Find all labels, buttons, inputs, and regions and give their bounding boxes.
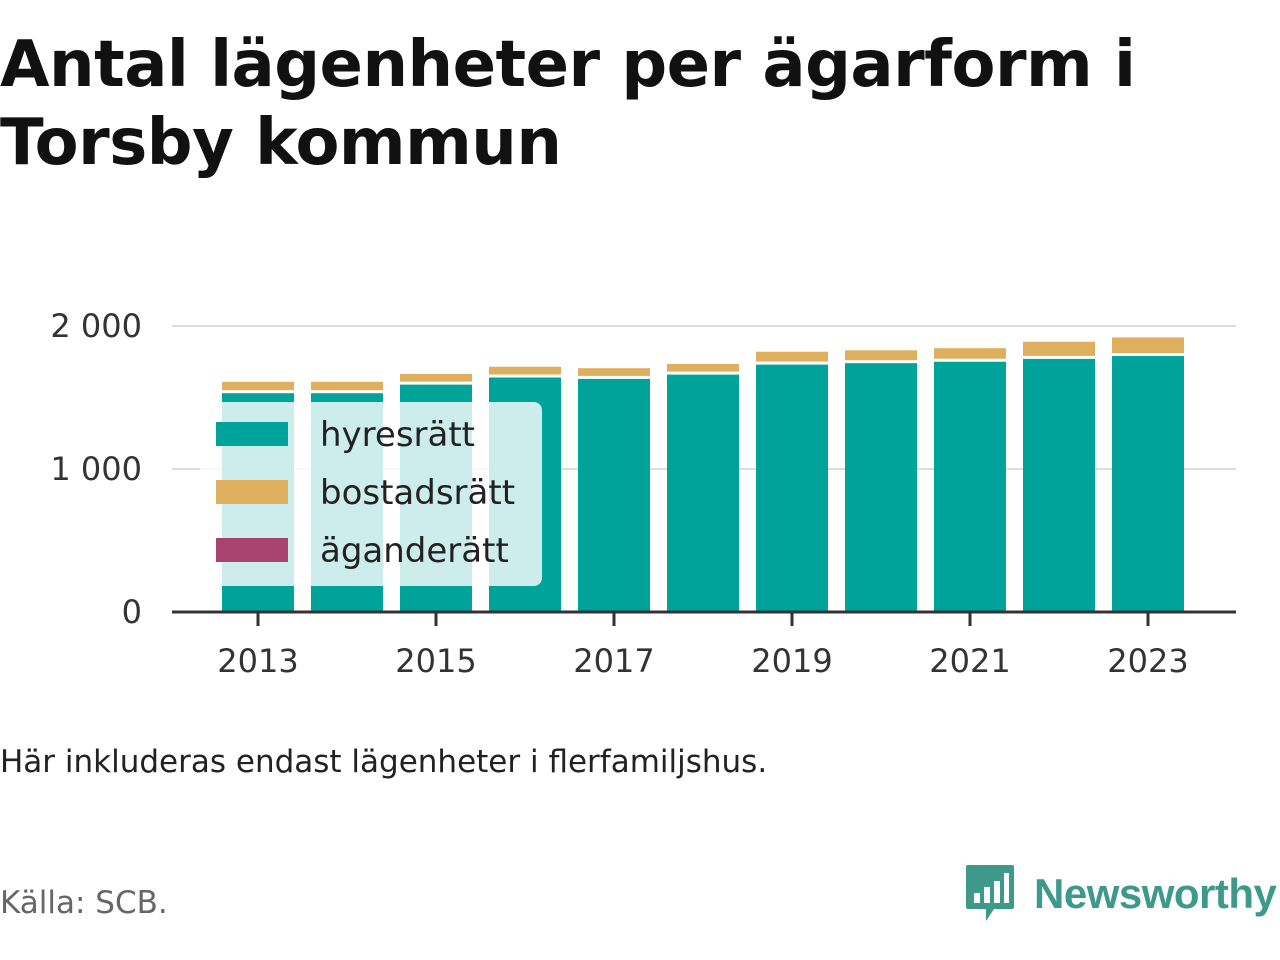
bar-segment-1-2016 [489,367,561,375]
legend: hyresrätt bostadsrätt äganderätt [200,402,542,586]
x-tick-label: 2017 [573,642,654,680]
legend-swatch-0 [216,422,288,446]
x-tick-label: 2013 [217,642,298,680]
bar-segment-1-2018 [667,364,739,372]
y-tick-label: 0 [122,593,142,631]
bar-segment-0-2017 [578,379,650,612]
x-tick-label: 2019 [751,642,832,680]
legend-swatch-1 [216,480,288,504]
bar-segment-1-2021 [934,348,1006,359]
x-tick-label: 2023 [1107,642,1188,680]
stacked-bar-chart: 0 1 000 2 000 2013 2015 2017 2019 2021 2023 hyre… [0,0,1280,720]
legend-label-1: bostadsrätt [320,473,515,513]
legend-label-0: hyresrätt [320,415,475,455]
bar-segment-0-2019 [756,365,828,612]
bar-segment-0-2023 [1112,356,1184,612]
y-tick-label: 2 000 [50,307,142,345]
bar-segment-1-2015 [400,374,472,382]
newsworthy-logo: Newsworthy [964,862,1276,926]
legend-label-2: äganderätt [320,531,509,571]
chart-note: Här inkluderas endast lägenheter i flerf… [0,744,767,780]
bar-segment-0-2018 [667,375,739,612]
x-tick-label: 2015 [395,642,476,680]
y-tick-label: 1 000 [50,450,142,488]
legend-swatch-2 [216,538,288,562]
bar-segment-0-2020 [845,363,917,612]
bar-segment-1-2019 [756,352,828,362]
bar-segment-0-2021 [934,362,1006,612]
x-tick-label: 2021 [929,642,1010,680]
bar-segment-1-2022 [1023,342,1095,356]
brand-name: Newsworthy [1034,870,1276,918]
bar-segment-0-2022 [1023,359,1095,612]
bar-segment-1-2017 [578,368,650,376]
bar-segment-1-2020 [845,350,917,360]
bar-segment-1-2023 [1112,337,1184,353]
newsworthy-icon [964,863,1016,925]
bar-segment-1-2014 [311,382,383,390]
source-label: Källa: SCB. [0,885,168,921]
bar-segment-1-2013 [222,382,294,390]
